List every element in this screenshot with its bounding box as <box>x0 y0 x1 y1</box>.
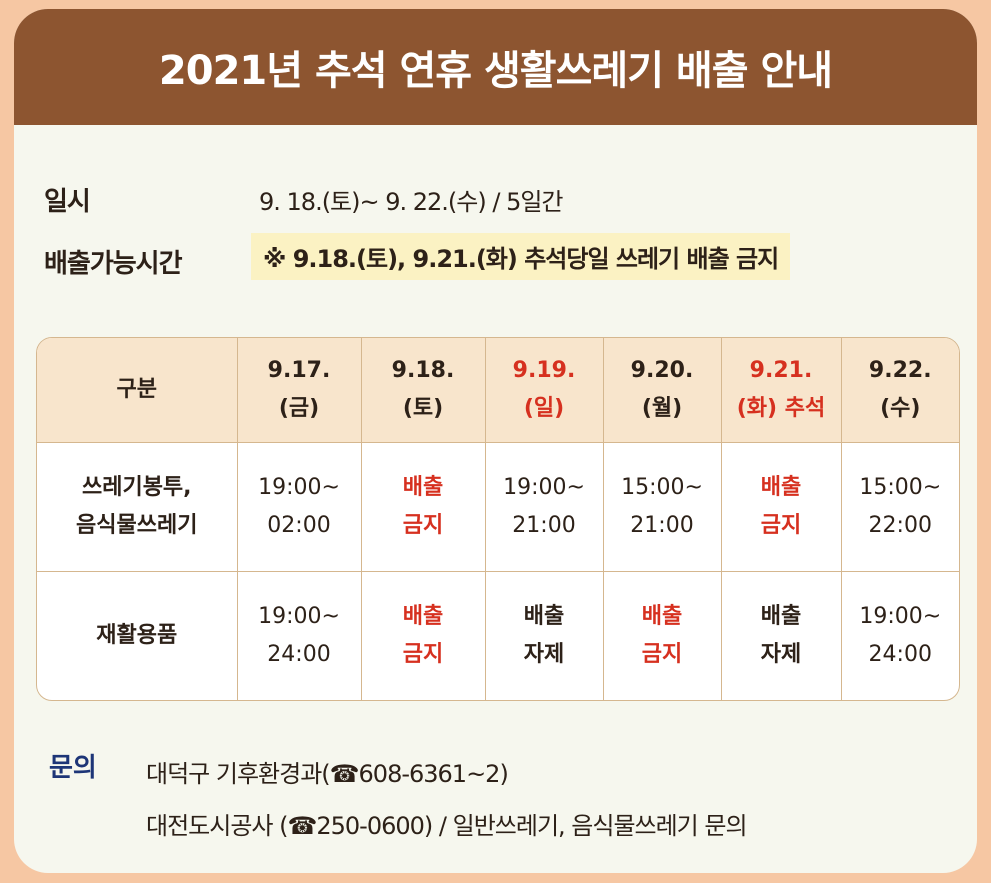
time-row: 배출가능시간 <box>44 243 183 280</box>
cell-line: 배출 <box>523 604 565 630</box>
date-column-header: 9.19. (일) <box>484 338 604 443</box>
schedule-cell: 배출 금지 <box>720 442 842 572</box>
cell-line: 22:00 <box>868 513 932 538</box>
cell-line: 19:00~ <box>859 604 942 630</box>
notice-card: 2021년 추석 연휴 생활쓰레기 배출 안내 일시 9. 18.(토)~ 9.… <box>14 9 977 873</box>
date-value: 9. 18.(토)~ 9. 22.(수) / 5일간 <box>259 188 564 216</box>
schedule-cell: 15:00~ 21:00 <box>602 442 722 572</box>
cell-line: 24:00 <box>868 642 932 668</box>
cell-line: 배출 <box>760 604 802 630</box>
cell-line: 배출 <box>760 475 802 500</box>
schedule-cell: 배출 금지 <box>360 442 486 572</box>
table-row: 쓰레기봉투, 음식물쓰레기 19:00~ 02:00 배출 금지 19:00~ … <box>37 442 959 572</box>
cell-line: 배출 <box>641 604 683 630</box>
cell-line: 21:00 <box>512 513 576 538</box>
date-column-header: 9.20. (월) <box>602 338 722 443</box>
column-day: (금) <box>278 396 320 421</box>
cell-line: 02:00 <box>267 513 331 538</box>
row-label-line: 재활용품 <box>96 623 178 649</box>
schedule-cell: 15:00~ 22:00 <box>840 442 959 572</box>
cell-line: 19:00~ <box>258 604 340 630</box>
date-column-header: 9.18. (토) <box>360 338 486 443</box>
cell-line: 21:00 <box>630 513 694 538</box>
cell-line: 자제 <box>760 642 802 668</box>
schedule-cell: 배출 금지 <box>360 571 486 700</box>
column-day: (화) 추석 <box>736 396 826 421</box>
cell-line: 금지 <box>760 513 802 538</box>
schedule-cell: 배출 금지 <box>602 571 722 700</box>
table-row: 재활용품 19:00~ 24:00 배출 금지 배출 자제 <box>37 571 959 700</box>
title-banner: 2021년 추석 연휴 생활쓰레기 배출 안내 <box>14 9 977 125</box>
schedule-cell: 19:00~ 24:00 <box>840 571 959 700</box>
schedule-cell: 19:00~ 24:00 <box>236 571 362 700</box>
schedule-cell: 배출 자제 <box>720 571 842 700</box>
schedule-cell: 19:00~ 21:00 <box>484 442 604 572</box>
cell-line: 금지 <box>402 513 444 538</box>
column-date: 9.20. <box>630 358 694 383</box>
contact-line-district: 대덕구 기후환경과(☎608-6361~2) <box>146 760 509 788</box>
column-date: 9.18. <box>391 358 455 383</box>
cell-line: 15:00~ <box>859 475 942 500</box>
time-label: 배출가능시간 <box>44 249 183 279</box>
table-corner-label: 구분 <box>37 338 238 443</box>
column-date: 9.22. <box>868 358 932 383</box>
contact-line-corporation: 대전도시공사 (☎250-0600) / 일반쓰레기, 음식물쓰레기 문의 <box>146 812 748 840</box>
schedule-cell: 배출 자제 <box>484 571 604 700</box>
row-label-line: 쓰레기봉투, <box>81 475 192 500</box>
column-day: (일) <box>523 396 565 421</box>
column-day: (월) <box>641 396 683 421</box>
cell-line: 24:00 <box>267 642 331 668</box>
cell-line: 금지 <box>402 642 444 668</box>
column-day: (수) <box>880 396 921 421</box>
column-date: 9.19. <box>512 358 576 383</box>
date-column-header: 9.21. (화) 추석 <box>720 338 842 443</box>
date-column-header: 9.17. (금) <box>236 338 362 443</box>
date-row: 일시 9. 18.(토)~ 9. 22.(수) / 5일간 <box>44 181 564 218</box>
row-label: 쓰레기봉투, 음식물쓰레기 <box>37 442 238 572</box>
column-date: 9.21. <box>749 358 813 383</box>
cell-line: 15:00~ <box>621 475 703 500</box>
cell-line: 19:00~ <box>503 475 585 500</box>
cell-line: 금지 <box>641 642 683 668</box>
cell-line: 배출 <box>402 475 444 500</box>
column-day: (토) <box>402 396 444 421</box>
schedule-cell: 19:00~ 02:00 <box>236 442 362 572</box>
contact-label: 문의 <box>49 753 97 783</box>
cell-line: 19:00~ <box>258 475 340 500</box>
cell-line: 자제 <box>523 642 565 668</box>
date-column-header: 9.22. (수) <box>840 338 959 443</box>
column-date: 9.17. <box>267 358 331 383</box>
row-label-line: 음식물쓰레기 <box>76 513 198 538</box>
schedule-table: 구분 9.17. (금) 9.18. (토) 9.19. (일) 9.20. <box>36 337 960 701</box>
date-label: 일시 <box>44 187 91 217</box>
row-label: 재활용품 <box>37 571 238 700</box>
page-title: 2021년 추석 연휴 생활쓰레기 배출 안내 <box>158 48 833 94</box>
cell-line: 배출 <box>402 604 444 630</box>
ban-notice: ※ 9.18.(토), 9.21.(화) 추석당일 쓰레기 배출 금지 <box>251 233 791 280</box>
table-header-row: 구분 9.17. (금) 9.18. (토) 9.19. (일) 9.20. <box>37 338 959 443</box>
